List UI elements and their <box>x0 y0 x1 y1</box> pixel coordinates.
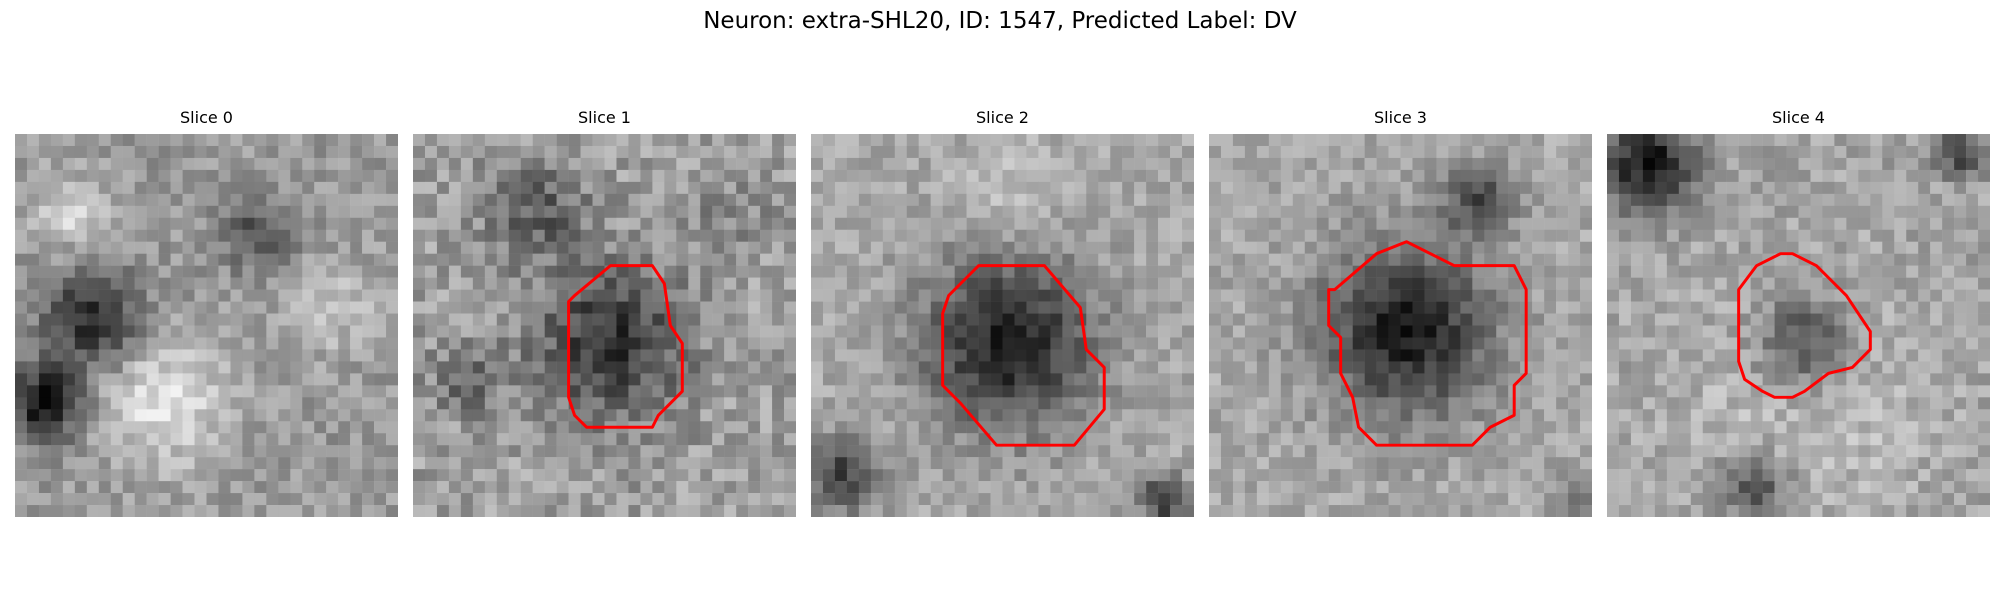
segmentation-contour <box>1327 240 1528 447</box>
slice-title: Slice 1 <box>578 108 631 127</box>
slice-panel-1: Slice 1 <box>413 105 796 517</box>
pixel-grid <box>811 134 1194 517</box>
slice-panel-3: Slice 3 <box>1209 105 1592 517</box>
pixel-grid <box>413 134 796 517</box>
pixel-grid <box>1607 134 1990 517</box>
pixel-grid <box>1209 134 1592 517</box>
slice-panel-4: Slice 4 <box>1607 105 1990 517</box>
slice-image <box>413 134 796 517</box>
slice-panel-0: Slice 0 <box>15 105 398 517</box>
segmentation-contour <box>941 264 1106 447</box>
slice-title: Slice 2 <box>976 108 1029 127</box>
slice-title: Slice 3 <box>1374 108 1427 127</box>
figure-title: Neuron: extra-SHL20, ID: 1547, Predicted… <box>703 8 1297 34</box>
segmentation-contour <box>567 264 684 429</box>
slice-title: Slice 4 <box>1772 108 1825 127</box>
slice-image <box>15 134 398 517</box>
slice-title: Slice 0 <box>180 108 233 127</box>
pixel-grid <box>15 134 398 517</box>
slice-image <box>1209 134 1592 517</box>
segmentation-contour <box>1737 252 1872 399</box>
slice-image <box>811 134 1194 517</box>
slice-image <box>1607 134 1990 517</box>
slice-panel-2: Slice 2 <box>811 105 1194 517</box>
